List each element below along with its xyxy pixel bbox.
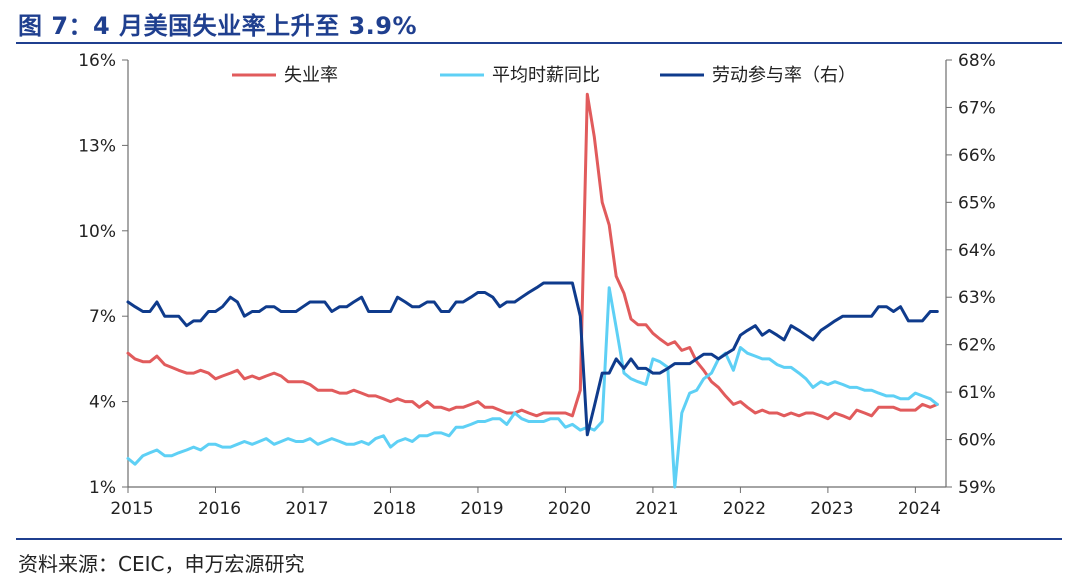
header-rule xyxy=(16,42,1062,44)
y-right-tick-label: 60% xyxy=(958,431,996,451)
x-tick-label: 2024 xyxy=(898,499,941,519)
x-tick-label: 2021 xyxy=(635,499,678,519)
x-tick-label: 2022 xyxy=(723,499,766,519)
y-right-tick-label: 59% xyxy=(958,478,996,498)
y-left-tick-label: 4% xyxy=(89,393,116,413)
y-left-tick-label: 10% xyxy=(78,222,116,242)
x-tick-label: 2016 xyxy=(198,499,241,519)
legend-label: 失业率 xyxy=(284,65,338,86)
legend-label: 平均时薪同比 xyxy=(492,65,600,86)
wages-line xyxy=(126,286,939,489)
figure-title: 图 7：4 月美国失业率上升至 3.9% xyxy=(18,12,418,40)
axes-layer: 16% 13% 10% 7% 4% 1% 68% 67% 66% 65% 64% 63% 62% 61% 6… xyxy=(78,51,996,519)
y-left-tick-label: 1% xyxy=(89,478,116,498)
x-tick-label: 2019 xyxy=(460,499,503,519)
x-tick-label: 2017 xyxy=(285,499,328,519)
x-tick-label: 2020 xyxy=(548,499,591,519)
y-left-tick-label: 13% xyxy=(78,136,116,156)
x-tick-label: 2018 xyxy=(373,499,416,519)
y-right-tick-label: 63% xyxy=(958,288,996,308)
legend: 失业率 平均时薪同比 劳动参与率（右） xyxy=(232,65,856,86)
y-right-tick-label: 64% xyxy=(958,241,996,261)
footer-rule xyxy=(16,538,1062,540)
participation-line xyxy=(126,281,939,437)
y-left-tick-label: 7% xyxy=(89,307,116,327)
unemployment-line xyxy=(126,92,939,421)
y-right-tick-label: 68% xyxy=(958,51,996,71)
y-left-tick-label: 16% xyxy=(78,51,116,71)
y-right-tick-label: 62% xyxy=(958,336,996,356)
y-right-tick-label: 66% xyxy=(958,146,996,166)
y-right-tick-label: 67% xyxy=(958,98,996,118)
y-right-tick-label: 61% xyxy=(958,383,996,403)
line-chart: 16% 13% 10% 7% 4% 1% 68% 67% 66% 65% 64% 63% 62% 61% 6… xyxy=(78,51,996,519)
x-tick-label: 2023 xyxy=(810,499,853,519)
source-note: 资料来源：CEIC，申万宏源研究 xyxy=(18,552,305,576)
x-tick-label: 2015 xyxy=(110,499,153,519)
y-right-tick-label: 65% xyxy=(958,193,996,213)
series-layer xyxy=(126,92,939,489)
legend-label: 劳动参与率（右） xyxy=(712,65,856,86)
